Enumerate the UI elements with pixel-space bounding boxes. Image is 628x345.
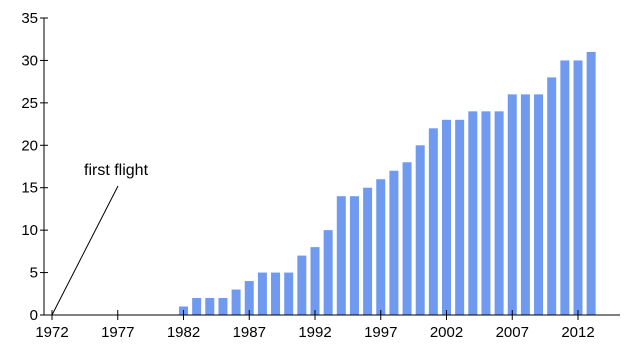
y-tick-label-35: 35 [21,10,38,27]
bar-2000 [415,145,425,315]
bar-2003 [455,119,465,315]
bar-1994 [336,196,346,315]
bar-1999 [402,162,412,315]
bar-1995 [349,196,359,315]
bars-group [179,51,596,316]
bar-1989 [271,272,281,315]
annotation-label: first flight [84,162,149,179]
x-tick-label-1972: 1972 [35,324,68,341]
bar-1993 [323,230,333,315]
y-tick-label-10: 10 [21,222,38,239]
bar-1992 [310,247,320,315]
x-tick-label-1987: 1987 [233,324,266,341]
bar-2013 [586,51,596,315]
bar-1997 [376,179,386,315]
x-tick-label-2012: 2012 [561,324,594,341]
x-tick-label-1992: 1992 [298,324,331,341]
bar-2010 [547,77,557,316]
bar-1988 [257,272,267,315]
bar-1990 [284,272,294,315]
bar-2006 [494,111,504,315]
y-tick-label-5: 5 [30,265,38,282]
y-tick-label-20: 20 [21,137,38,154]
bar-1987 [244,281,254,315]
bar-1991 [297,255,307,315]
y-tick-label-30: 30 [21,52,38,69]
x-tick-label-2002: 2002 [430,324,463,341]
y-tick-label-15: 15 [21,180,38,197]
bar-2011 [560,60,570,316]
bar-1996 [363,187,373,315]
bar-2001 [428,128,438,315]
annotation-group: first flight [51,162,149,316]
bar-2002 [442,119,451,315]
x-tick-label-1977: 1977 [101,324,134,341]
x-tick-label-1982: 1982 [167,324,200,341]
bar-2008 [520,94,530,316]
bar-2012 [573,60,583,316]
annotation-leader-line [51,185,119,316]
axes-group: 0 5 10 15 20 25 30 35 1972 1977 1982 1987 1992 1997 20… [21,10,620,341]
bar-2007 [507,94,517,316]
bar-2004 [468,111,478,315]
bar-1985 [218,298,228,315]
y-tick-label-0: 0 [30,307,38,324]
bar-1983 [192,298,202,315]
bar-2009 [534,94,544,316]
x-tick-label-2007: 2007 [496,324,529,341]
y-tick-label-25: 25 [21,95,38,112]
bar-2005 [481,111,491,315]
bar-1998 [389,170,399,315]
x-tick-label-1997: 1997 [364,324,397,341]
bar-1986 [231,289,241,315]
bar-1984 [205,298,215,315]
